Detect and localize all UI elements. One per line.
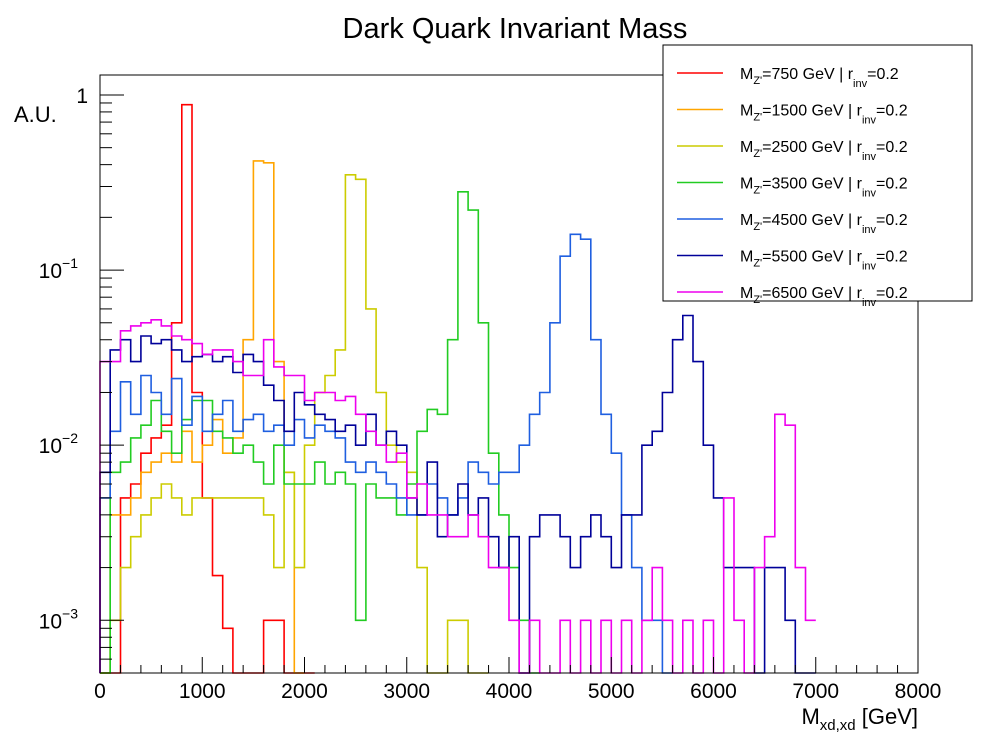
histogram-series-layer [99,103,816,674]
x-tick-label: 4000 [486,680,533,703]
legend: MZ'=750 GeV | rinv=0.2 MZ'=1500 GeV | rin… [662,44,973,309]
series-2-histogram [100,160,305,674]
axes: 0 1000 2000 3000 4000 5000 6000 7000 8000 1 10−1 10… [39,74,942,703]
x-tick-label: 3000 [383,680,430,703]
legend-entry-5: MZ'=4500 GeV | rinv=0.2 [740,212,908,236]
y-axis-title: A.U. [14,102,57,127]
legend-entry-3: MZ'=2500 GeV | rinv=0.2 [740,139,908,163]
legend-box [662,44,973,302]
x-tick-label: 8000 [895,680,942,703]
y-tick-label: 10−3 [39,605,79,633]
x-tick-label: 0 [94,680,106,703]
y-tick-label: 10−2 [39,430,79,458]
legend-entry-6: MZ'=5500 GeV | rinv=0.2 [740,249,908,273]
series-6-histogram [99,314,816,674]
legend-entry-7: MZ'=6500 GeV | rinv=0.2 [740,285,908,309]
x-tick-label: 6000 [690,680,737,703]
x-axis-title-sub: xd,xd [820,717,856,733]
legend-entry-2: MZ'=1500 GeV | rinv=0.2 [740,103,908,127]
series-1-histogram [100,103,315,674]
y-tick-label: 1 [76,85,88,108]
svg-text:Mxd,xd [GeV]: Mxd,xd [GeV] [801,704,918,733]
series-5-histogram [99,233,673,674]
x-tick-label: 1000 [179,680,226,703]
x-tick-label: 7000 [792,680,839,703]
legend-entry-4: MZ'=3500 GeV | rinv=0.2 [740,176,908,200]
x-tick-label: 2000 [281,680,328,703]
x-axis-title: Mxd,xd [GeV] [801,704,918,733]
y-tick-label: 10−1 [39,255,79,283]
chart-title: Dark Quark Invariant Mass [343,13,688,45]
x-axis-title-unit: [GeV] [856,704,918,729]
legend-entry-1: MZ'=750 GeV | rinv=0.2 [740,66,899,90]
series-4-histogram [100,191,540,674]
x-axis-title-main: M [801,704,819,729]
x-tick-label: 5000 [588,680,635,703]
series-7-histogram [99,319,816,674]
